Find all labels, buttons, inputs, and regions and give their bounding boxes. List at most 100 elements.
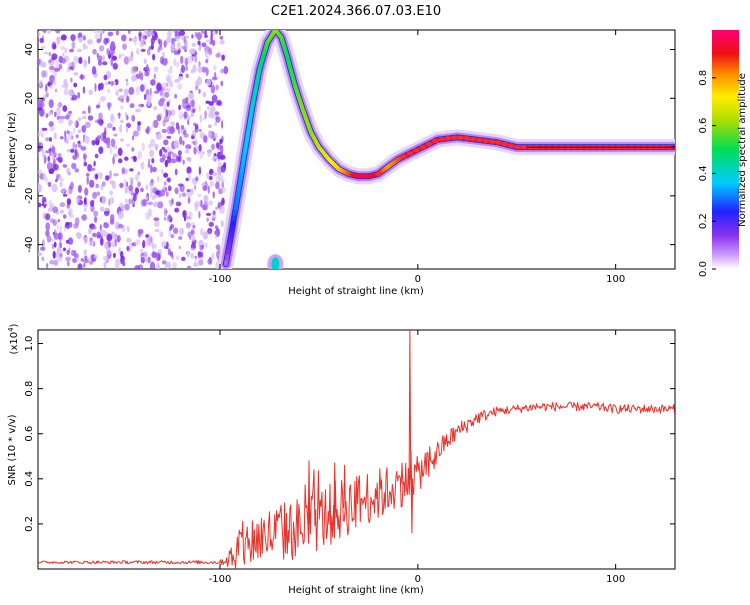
noise-speck: [129, 243, 133, 249]
noise-speck: [162, 129, 167, 133]
noise-speck: [57, 256, 63, 262]
noise-speck: [141, 162, 145, 170]
noise-speck: [190, 113, 194, 118]
noise-speck: [89, 180, 94, 188]
noise-speck: [66, 222, 70, 225]
noise-speck: [111, 81, 114, 86]
noise-speck: [67, 130, 70, 134]
noise-speck: [165, 160, 168, 167]
noise-speck: [178, 105, 181, 111]
x-tick-label: -100: [209, 574, 232, 585]
noise-speck: [84, 162, 88, 167]
noise-speck: [124, 56, 129, 64]
noise-speck: [176, 255, 180, 260]
noise-speck: [146, 64, 149, 71]
noise-speck: [168, 152, 171, 157]
noise-speck: [150, 79, 156, 86]
noise-speck: [152, 33, 154, 36]
noise-speck: [212, 31, 216, 35]
noise-speck: [105, 82, 108, 86]
noise-speck: [157, 201, 163, 208]
noise-speck: [172, 262, 177, 268]
noise-speck: [193, 147, 196, 155]
noise-speck: [66, 138, 69, 144]
noise-speck: [209, 110, 214, 117]
noise-speck: [60, 202, 66, 207]
noise-speck: [176, 122, 179, 130]
noise-speck: [78, 144, 82, 147]
noise-speck: [57, 37, 61, 45]
noise-speck: [145, 257, 148, 262]
noise-speck: [218, 162, 222, 165]
noise-speck: [36, 144, 41, 152]
noise-speck: [106, 250, 111, 255]
noise-speck: [115, 90, 119, 96]
noise-speck: [167, 87, 171, 92]
noise-speck: [179, 228, 184, 235]
noise-speck: [158, 254, 161, 260]
noise-speck: [52, 203, 55, 208]
noise-speck: [221, 55, 225, 61]
noise-speck: [101, 196, 106, 204]
noise-speck: [201, 183, 204, 187]
noise-speck: [165, 262, 171, 270]
noise-speck: [186, 74, 189, 78]
noise-speck: [75, 120, 77, 127]
noise-speck: [183, 160, 185, 165]
noise-speck: [195, 201, 201, 207]
noise-speck: [42, 150, 45, 158]
noise-speck: [83, 263, 85, 268]
noise-speck: [59, 242, 62, 248]
noise-speck: [221, 136, 223, 143]
noise-speck: [91, 255, 93, 259]
ridge-peak-blob: [419, 145, 425, 149]
noise-speck: [170, 234, 174, 238]
noise-speck: [52, 146, 56, 153]
noise-speck: [146, 94, 151, 103]
noise-speck: [195, 86, 198, 90]
noise-speck: [133, 156, 137, 162]
noise-speck: [124, 178, 126, 186]
noise-speck: [112, 156, 115, 164]
noise-speck: [120, 120, 123, 124]
ridge-peak-blob: [445, 136, 451, 140]
noise-speck: [50, 69, 55, 73]
noise-speck: [156, 83, 162, 92]
noise-speck: [66, 240, 69, 244]
noise-speck: [82, 116, 87, 119]
noise-speck: [207, 258, 212, 265]
noise-speck: [70, 78, 72, 83]
noise-speck: [76, 196, 80, 203]
y-tick-label: 40: [24, 43, 35, 56]
noise-speck: [45, 84, 48, 92]
noise-speck: [69, 222, 73, 228]
noise-speck: [49, 52, 52, 56]
noise-speck: [135, 174, 139, 182]
noise-speck: [108, 81, 110, 84]
noise-speck: [126, 126, 128, 132]
spectrogram-x-label: Height of straight line (km): [288, 286, 424, 297]
noise-speck: [46, 263, 48, 268]
noise-speck: [191, 188, 194, 195]
noise-speck: [66, 250, 69, 255]
noise-speck: [174, 208, 179, 213]
noise-speck: [178, 76, 184, 80]
noise-speck: [103, 55, 105, 62]
noise-speck: [109, 197, 114, 205]
noise-speck: [144, 58, 147, 64]
noise-speck: [139, 104, 141, 109]
noise-speck: [166, 242, 169, 250]
noise-speck: [88, 228, 92, 233]
noise-speck: [100, 83, 104, 90]
noise-speck: [208, 200, 213, 205]
noise-speck: [215, 53, 221, 58]
noise-speck: [187, 189, 191, 192]
noise-speck: [47, 28, 51, 34]
noise-speck: [36, 58, 41, 65]
noise-speck: [136, 86, 140, 95]
noise-speck: [119, 89, 123, 92]
noise-speck: [221, 120, 223, 129]
noise-speck: [122, 43, 127, 50]
noise-speck: [118, 211, 124, 219]
noise-speck: [171, 255, 173, 260]
